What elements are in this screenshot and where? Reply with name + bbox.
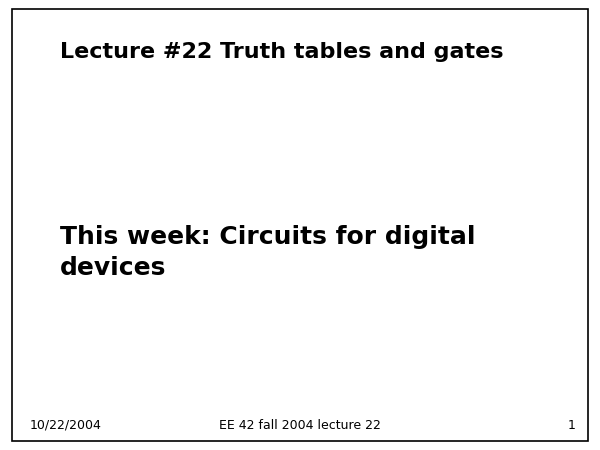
Text: EE 42 fall 2004 lecture 22: EE 42 fall 2004 lecture 22	[219, 419, 381, 432]
Text: Lecture #22 Truth tables and gates: Lecture #22 Truth tables and gates	[60, 42, 503, 62]
Text: This week: Circuits for digital
devices: This week: Circuits for digital devices	[60, 225, 476, 279]
Text: 1: 1	[568, 419, 576, 432]
Text: 10/22/2004: 10/22/2004	[30, 419, 102, 432]
